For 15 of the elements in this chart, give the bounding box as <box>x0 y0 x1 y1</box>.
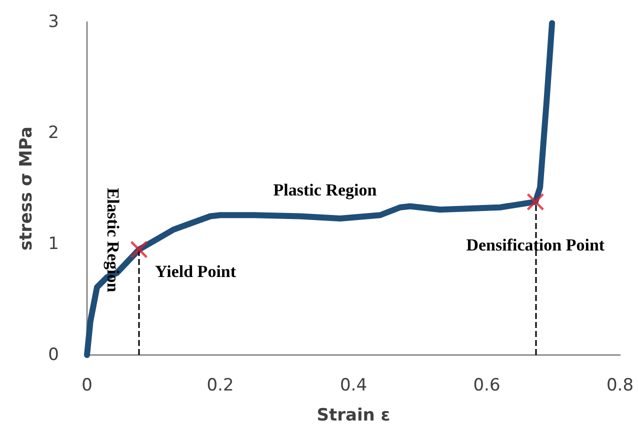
annotation: Densification Point <box>466 235 605 254</box>
x-tick-label: 0.8 <box>606 376 634 396</box>
y-axis-title: stress σ MPa <box>16 126 36 250</box>
x-tick-label: 0 <box>82 376 92 396</box>
y-tick-label: 0 <box>48 345 59 365</box>
annotation: Elastic Region <box>104 188 122 293</box>
y-tick-label: 3 <box>48 12 59 32</box>
y-tick-label: 2 <box>48 123 59 143</box>
x-tick-label: 0.2 <box>206 376 234 396</box>
annotation: Yield Point <box>154 262 236 282</box>
y-tick-label: 1 <box>48 234 59 254</box>
annotation: Plastic Region <box>273 180 378 200</box>
x-tick-label: 0.6 <box>473 376 500 396</box>
x-tick-label: 0.4 <box>340 376 368 396</box>
x-axis-title: Strain ε <box>316 406 390 426</box>
